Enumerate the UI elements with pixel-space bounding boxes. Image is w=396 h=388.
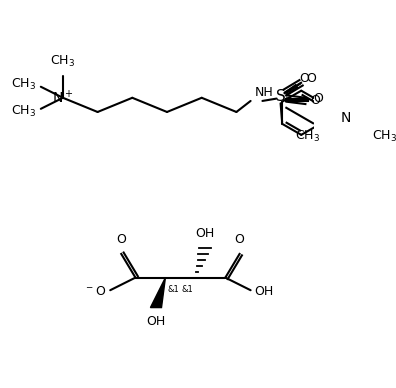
- Text: &1: &1: [168, 286, 179, 294]
- Text: N$^+$: N$^+$: [52, 89, 74, 106]
- Text: CH$_3$: CH$_3$: [11, 104, 36, 119]
- Text: O: O: [310, 94, 320, 107]
- Text: CH$_3$: CH$_3$: [372, 129, 396, 144]
- Text: S: S: [276, 90, 286, 104]
- Text: OH: OH: [255, 285, 274, 298]
- Text: CH$_3$: CH$_3$: [295, 129, 320, 144]
- Text: O: O: [313, 92, 323, 105]
- Text: O: O: [299, 71, 309, 85]
- Text: O: O: [116, 233, 126, 246]
- Polygon shape: [150, 277, 166, 308]
- Text: N: N: [341, 111, 351, 125]
- Text: O: O: [234, 233, 244, 246]
- Text: O: O: [306, 71, 316, 85]
- Text: NH: NH: [255, 86, 273, 99]
- Text: $^-$O: $^-$O: [84, 285, 106, 298]
- Text: CH$_3$: CH$_3$: [50, 54, 76, 69]
- Text: OH: OH: [147, 315, 166, 329]
- Text: CH$_3$: CH$_3$: [11, 77, 36, 92]
- Text: OH: OH: [195, 227, 215, 240]
- Text: &1: &1: [181, 286, 193, 294]
